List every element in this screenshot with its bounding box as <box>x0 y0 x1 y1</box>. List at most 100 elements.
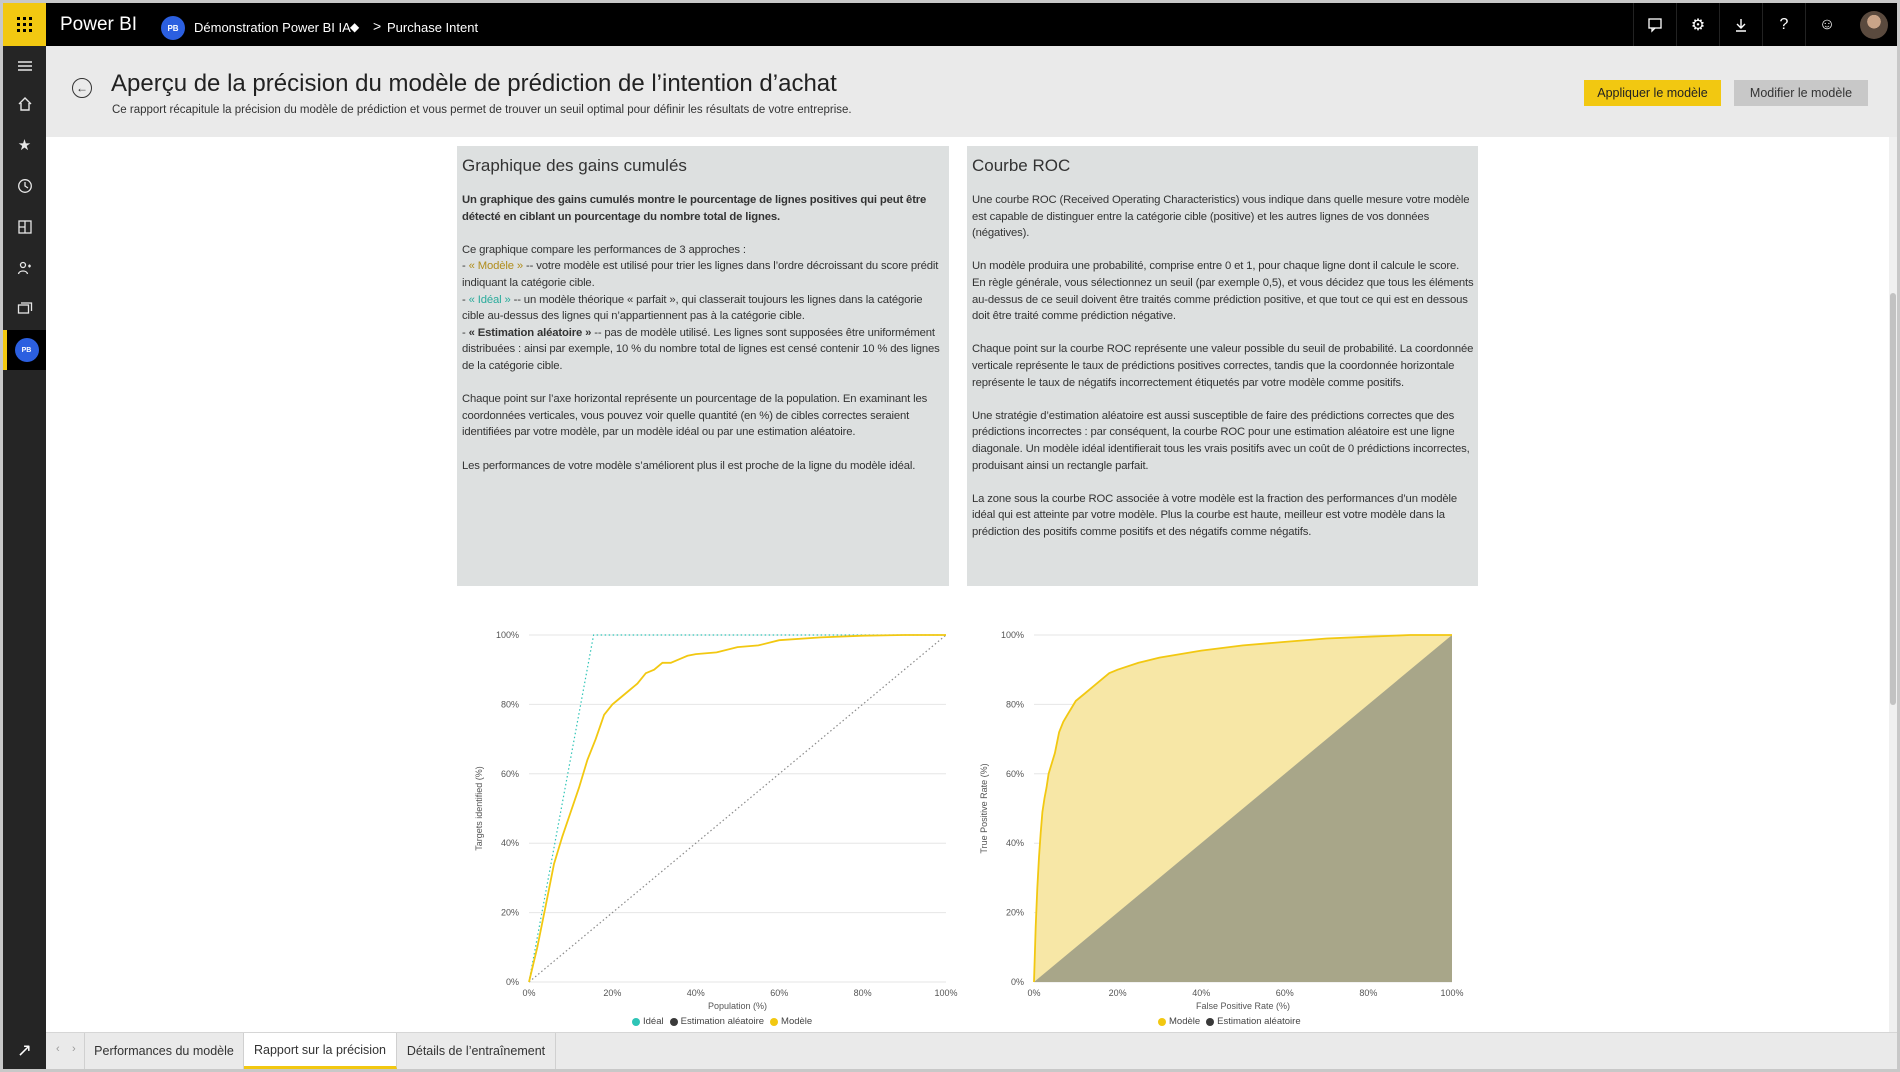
page-subtitle: Ce rapport récapitule la précision du mo… <box>112 104 852 116</box>
apps-icon[interactable] <box>3 207 46 247</box>
download-icon[interactable] <box>1719 3 1762 46</box>
random-description: -- pas de modèle utilisé. Les lignes son… <box>462 326 940 372</box>
workspace-avatar: PB <box>14 338 39 362</box>
roc-paragraph-5: La zone sous la courbe ROC associée à vo… <box>972 492 1457 538</box>
report-header: ← Aperçu de la précision du modèle de pr… <box>46 46 1897 137</box>
roc-curve-chart[interactable]: 0% 20% 40% 60% 80% 100% 0% 20% 40% 60% 80% 100% Fals… <box>967 613 1477 1028</box>
bullet-prefix: - <box>462 326 469 339</box>
favorites-star-icon[interactable]: ★ <box>17 137 32 154</box>
x-tick-label: 0% <box>522 988 535 998</box>
y-tick-label: 80% <box>501 699 519 709</box>
gains-compare: Ce graphique compare les performances de… <box>462 243 746 256</box>
tab-model-performance[interactable]: Performances du modèle <box>84 1033 244 1069</box>
workspace-avatar: PB <box>161 16 185 40</box>
legend-item-random[interactable]: Estimation aléatoire <box>669 1016 765 1027</box>
roc-chart-svg: 0% 20% 40% 60% 80% 100% 0% 20% 40% 60% 80% 100% Fals… <box>979 630 1464 1011</box>
legend-label: Idéal <box>643 1016 664 1027</box>
series-ideal-line <box>528 634 946 983</box>
legend-item-ideal[interactable]: Idéal <box>632 1016 664 1027</box>
legend-label: Estimation aléatoire <box>680 1016 765 1027</box>
y-tick-label: 60% <box>501 769 519 779</box>
premium-diamond-icon: ◆ <box>350 20 360 34</box>
home-icon[interactable] <box>3 84 46 124</box>
app-window: Power BI PB Démonstration Power BI IA ◆ … <box>3 3 1897 1069</box>
model-keyword: « Modèle » <box>468 260 524 273</box>
legend-item-random[interactable]: Estimation aléatoire <box>1206 1016 1301 1027</box>
gains-axis-paragraph: Chaque point sur l’axe horizontal représ… <box>462 393 928 439</box>
expand-arrow-icon[interactable]: ↗ <box>16 1039 33 1060</box>
comment-icon[interactable] <box>1633 3 1676 46</box>
help-icon[interactable]: ? <box>1762 3 1805 46</box>
series-model-line <box>1033 634 1452 983</box>
tab-training-details[interactable]: Détails de l’entraînement <box>397 1033 556 1069</box>
x-tick-label: 80% <box>854 988 872 998</box>
y-tick-label: 100% <box>1001 630 1024 640</box>
cumulative-gains-chart[interactable]: 0% 20% 40% 60% 80% 100% 0% 20% 40% 60% 80% 100% Popu… <box>457 613 967 1028</box>
legend-label: Modèle <box>1169 1016 1201 1027</box>
random-keyword: « Estimation aléatoire » <box>468 326 592 339</box>
ideal-keyword: « Idéal » <box>468 293 511 306</box>
legend-label: Modèle <box>781 1016 813 1027</box>
y-tick-label: 40% <box>501 838 519 848</box>
scrollbar-thumb[interactable] <box>1890 293 1896 705</box>
bullet-prefix: - <box>462 260 469 273</box>
apply-model-button[interactable]: Appliquer le modèle <box>1584 80 1721 106</box>
y-tick-label: 20% <box>1006 908 1024 918</box>
gains-chart-svg: 0% 20% 40% 60% 80% 100% 0% 20% 40% 60% 80% 100% Popu… <box>474 630 958 1011</box>
x-tick-label: 100% <box>934 988 957 998</box>
breadcrumb-workspace[interactable]: Démonstration Power BI IA <box>194 20 351 35</box>
y-axis-title: True Positive Rate (%) <box>979 763 989 853</box>
breadcrumb-report[interactable]: Purchase Intent <box>387 20 479 35</box>
roc-legend: Modèle Estimation aléatoire <box>1158 1016 1307 1027</box>
series-random-line <box>528 634 947 983</box>
menu-icon[interactable] <box>3 46 46 86</box>
page-title: Aperçu de la précision du modèle de préd… <box>111 70 837 97</box>
gains-explanation-panel: Graphique des gains cumulés Un graphique… <box>457 146 949 586</box>
nav-active-workspace[interactable]: PB <box>3 330 46 370</box>
x-tick-label: 20% <box>1109 988 1127 998</box>
x-tick-label: 20% <box>603 988 621 998</box>
roc-explanation-panel: Courbe ROC Une courbe ROC (Received Oper… <box>967 146 1478 586</box>
x-axis-title: False Positive Rate (%) <box>1196 1001 1290 1011</box>
legend-item-model[interactable]: Modèle <box>1158 1016 1200 1027</box>
tab-accuracy-report[interactable]: Rapport sur la précision <box>244 1033 397 1069</box>
gains-intro: Un graphique des gains cumulés montre le… <box>462 194 927 223</box>
gains-panel-body: Un graphique des gains cumulés montre le… <box>462 192 945 491</box>
brand-title[interactable]: Power BI <box>60 14 138 35</box>
y-tick-label: 0% <box>506 977 519 987</box>
feedback-smiley-icon[interactable]: ☺ <box>1805 3 1848 46</box>
tab-next-arrow[interactable]: › <box>72 1043 76 1055</box>
top-bar: Power BI PB Démonstration Power BI IA ◆ … <box>3 3 1897 46</box>
y-tick-label: 100% <box>496 630 519 640</box>
roc-panel-title: Courbe ROC <box>972 156 1071 175</box>
x-tick-label: 60% <box>770 988 788 998</box>
bullet-prefix: - <box>462 293 469 306</box>
tab-prev-arrow[interactable]: ‹ <box>56 1043 60 1055</box>
back-arrow-icon[interactable]: ← <box>72 78 92 98</box>
modify-model-button[interactable]: Modifier le modèle <box>1734 80 1868 106</box>
roc-panel-body: Une courbe ROC (Received Operating Chara… <box>972 192 1474 557</box>
x-tick-label: 60% <box>1276 988 1294 998</box>
roc-paragraph-3: Chaque point sur la courbe ROC représent… <box>972 343 1474 389</box>
y-tick-label: 20% <box>501 908 519 918</box>
user-avatar[interactable] <box>1860 11 1888 39</box>
app-launcher-button[interactable] <box>3 3 46 46</box>
x-tick-label: 40% <box>687 988 705 998</box>
x-tick-label: 40% <box>1192 988 1210 998</box>
roc-paragraph-2: Un modèle produira une probabilité, comp… <box>972 260 1474 323</box>
y-tick-label: 80% <box>1006 699 1024 709</box>
workspaces-icon[interactable] <box>3 289 46 329</box>
ideal-description: -- un modèle théorique « parfait », qui … <box>462 293 923 323</box>
gains-conclusion: Les performances de votre modèle s’améli… <box>462 459 916 472</box>
legend-item-model[interactable]: Modèle <box>770 1016 812 1027</box>
shared-with-me-icon[interactable] <box>3 248 46 288</box>
roc-paragraph-4: Une stratégie d’estimation aléatoire est… <box>972 409 1470 472</box>
gains-panel-title: Graphique des gains cumulés <box>462 156 687 175</box>
model-description: -- votre modèle est utilisé pour trier l… <box>462 260 939 289</box>
left-navigation: ★ PB ↗ <box>3 46 46 1069</box>
recent-clock-icon[interactable] <box>3 166 46 206</box>
page-tab-bar: ‹ › Performances du modèle Rapport sur l… <box>46 1032 1897 1069</box>
x-tick-label: 80% <box>1359 988 1377 998</box>
settings-gear-icon[interactable]: ⚙ <box>1676 3 1719 46</box>
x-tick-label: 0% <box>1027 988 1040 998</box>
